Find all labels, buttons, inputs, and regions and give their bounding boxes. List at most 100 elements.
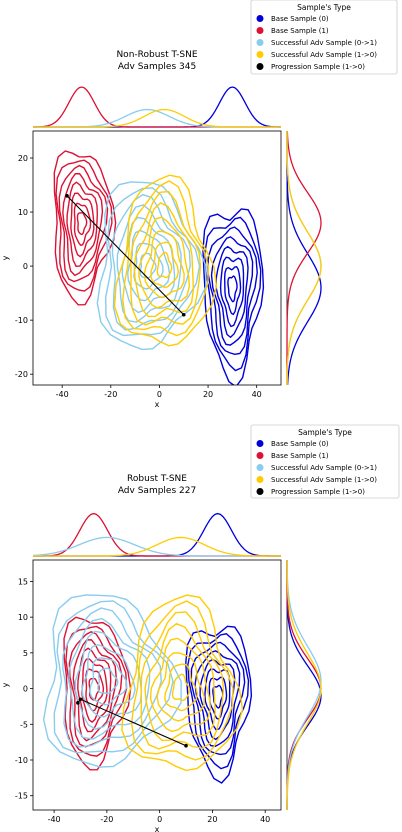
x-tick-label: -40 bbox=[56, 390, 69, 399]
x-tick-label: -20 bbox=[104, 390, 117, 399]
legend-entry: Successful Adv Sample (0->1) bbox=[271, 464, 377, 472]
contour-line bbox=[133, 202, 195, 318]
contour-line bbox=[122, 180, 210, 337]
x-tick-label: 40 bbox=[260, 815, 270, 824]
contour-layer bbox=[53, 150, 265, 385]
y-tick-label: -15 bbox=[15, 792, 28, 801]
contour-line bbox=[121, 594, 244, 772]
legend-title: Sample's Type bbox=[297, 3, 351, 12]
right-marginal-curve bbox=[286, 130, 322, 386]
contour-line bbox=[138, 216, 191, 309]
legend-marker bbox=[256, 51, 264, 58]
contour-line bbox=[210, 236, 254, 346]
right-marginal-curve bbox=[286, 559, 322, 811]
y-tick-label: 10 bbox=[18, 208, 28, 217]
contour-line bbox=[53, 150, 117, 306]
progression-point bbox=[78, 697, 83, 702]
contour-line bbox=[55, 159, 113, 292]
chart-subtitle: Adv Samples 345 bbox=[118, 62, 196, 72]
legend: Sample's Type Base Sample (0) Base Sample … bbox=[250, 424, 400, 499]
legend-entry: Base Sample (0) bbox=[271, 440, 329, 448]
chart-subtitle: Adv Samples 227 bbox=[118, 486, 196, 496]
legend-marker bbox=[256, 15, 264, 22]
top-marginal-curve bbox=[32, 86, 281, 128]
contour-line bbox=[207, 226, 258, 356]
y-tick-label: 10 bbox=[18, 613, 28, 622]
y-tick-label: 20 bbox=[18, 154, 28, 163]
contour-line bbox=[62, 607, 162, 748]
y-tick-label: 15 bbox=[18, 577, 28, 586]
legend-entry: Successful Adv Sample (0->1) bbox=[271, 39, 377, 47]
progression-point bbox=[181, 312, 186, 317]
legend-marker bbox=[256, 464, 264, 471]
contour-line bbox=[116, 204, 182, 323]
y-tick-label: -10 bbox=[15, 756, 28, 765]
right-marginal-curve bbox=[286, 130, 322, 385]
contour-line bbox=[227, 275, 238, 303]
legend-entry: Base Sample (0) bbox=[271, 15, 329, 23]
contour-line bbox=[70, 192, 95, 258]
contour-line bbox=[150, 241, 180, 289]
legend-box bbox=[250, 424, 400, 499]
contour-line bbox=[219, 256, 245, 328]
contour-line bbox=[204, 668, 231, 731]
contour-group-2 bbox=[63, 616, 132, 771]
legend-marker bbox=[256, 440, 264, 447]
legend-entry: Progression Sample (1->0) bbox=[271, 63, 365, 71]
contour-line bbox=[127, 229, 171, 302]
contour-group-3 bbox=[42, 594, 182, 768]
main-axes-frame bbox=[32, 559, 282, 811]
contour-line bbox=[187, 633, 250, 770]
legend-marker bbox=[256, 452, 264, 459]
legend-entry: Base Sample (1) bbox=[271, 452, 329, 460]
contour-line bbox=[164, 663, 199, 712]
y-tick-label: -10 bbox=[15, 316, 28, 325]
y-tick-label: 0 bbox=[23, 262, 28, 271]
contour-line bbox=[74, 630, 143, 730]
chart-title: Non-Robust T-SNE bbox=[116, 50, 197, 60]
chart-panel-2: Robust T-SNE Adv Samples 227 -40 -20 0 20 40 -1… bbox=[1, 424, 400, 832]
y-tick-label: -5 bbox=[20, 720, 28, 729]
contour-line bbox=[42, 594, 182, 768]
top-marginal-curve bbox=[33, 512, 282, 557]
contour-line bbox=[143, 230, 185, 299]
contour-line bbox=[85, 668, 105, 712]
x-tick-label: -20 bbox=[100, 815, 113, 824]
y-tick-label: 5 bbox=[23, 649, 28, 658]
contour-line bbox=[208, 676, 228, 720]
contour-layer bbox=[42, 594, 253, 784]
chart-title: Robust T-SNE bbox=[127, 474, 187, 484]
y-tick-label: 0 bbox=[23, 685, 28, 694]
main-axes-frame bbox=[32, 130, 282, 386]
contour-line bbox=[66, 181, 99, 267]
right-marginal-curve bbox=[286, 559, 322, 811]
legend-marker bbox=[256, 39, 264, 46]
contour-line bbox=[156, 652, 205, 722]
contour-line bbox=[204, 216, 262, 372]
progression-point bbox=[65, 194, 69, 198]
contour-line bbox=[58, 164, 109, 283]
contour-line bbox=[53, 600, 174, 754]
legend-marker bbox=[256, 488, 264, 495]
legend-box bbox=[250, 0, 398, 75]
contour-line bbox=[76, 211, 88, 236]
contour-line bbox=[97, 667, 119, 695]
legend-entry: Base Sample (1) bbox=[271, 27, 329, 35]
x-axis-label: x bbox=[155, 400, 160, 409]
legend-entry: Successful Adv Sample (1->0) bbox=[271, 476, 377, 484]
right-marginal-curve bbox=[286, 559, 322, 811]
contour-line bbox=[223, 266, 242, 316]
contour-line bbox=[171, 673, 191, 702]
legend-entry: Progression Sample (1->0) bbox=[271, 488, 365, 496]
contour-line bbox=[113, 174, 218, 347]
contour-line bbox=[72, 639, 117, 742]
contour-line bbox=[149, 637, 212, 733]
contour-line bbox=[130, 600, 234, 761]
contour-group-1 bbox=[202, 208, 265, 385]
top-marginal-curve bbox=[33, 536, 282, 557]
legend-entry: Successful Adv Sample (1->0) bbox=[271, 51, 377, 59]
legend-marker bbox=[256, 27, 264, 34]
contour-line bbox=[105, 187, 201, 337]
y-axis-label: y bbox=[1, 255, 10, 260]
